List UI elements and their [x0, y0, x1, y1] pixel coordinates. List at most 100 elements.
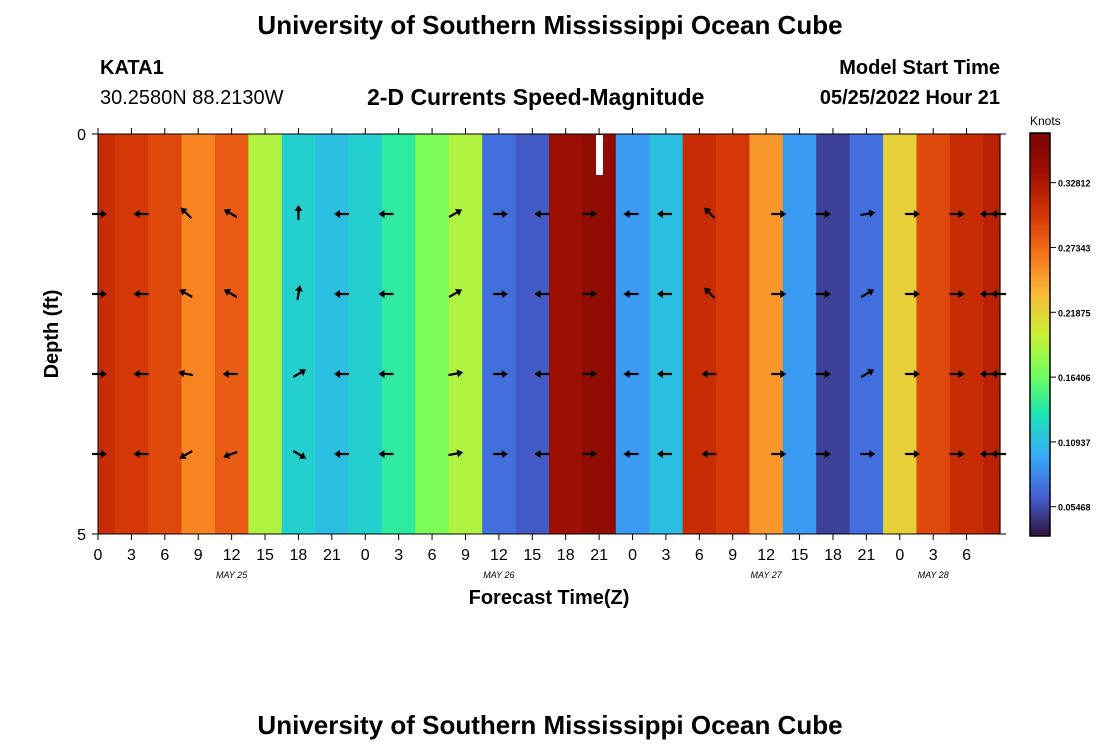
- current-arrow: [292, 450, 307, 459]
- model-start-label: Model Start Time: [839, 57, 1000, 79]
- x-tick-label: 21: [857, 547, 875, 564]
- current-arrow: [534, 450, 550, 458]
- current-arrow: [295, 285, 303, 301]
- current-arrow: [492, 370, 508, 378]
- current-arrow: [949, 370, 965, 378]
- x-tick-label: 18: [290, 547, 308, 564]
- current-arrow: [333, 210, 349, 218]
- heatmap-cell: [114, 134, 149, 534]
- x-tick-label: 3: [394, 547, 403, 564]
- current-arrow: [378, 210, 394, 218]
- current-arrow: [492, 210, 508, 218]
- current-arrow: [949, 450, 965, 458]
- current-arrow: [534, 210, 550, 218]
- current-arrow: [860, 209, 876, 218]
- current-arrow: [448, 209, 463, 218]
- current-arrow: [378, 290, 394, 298]
- currents-heatmap-chart: 0 3 6 9 12 15 18 21 0 3 6 9 12 15 18 21 0 3 6 9 12 15 18 21 0 3 6 M…: [41, 114, 1091, 609]
- current-arrow: [333, 370, 349, 378]
- x-tick-label: 3: [661, 547, 670, 564]
- heatmap-cell: [98, 134, 116, 534]
- current-arrow: [581, 370, 597, 378]
- heatmap-cell: [949, 134, 984, 534]
- current-arrow: [133, 210, 149, 218]
- colorbar-label: Knots: [1030, 114, 1061, 128]
- colorbar-tick-label: 0.27343: [1058, 243, 1091, 253]
- current-arrow: [623, 210, 639, 218]
- heatmap-cell: [181, 134, 216, 534]
- x-tick-label: 6: [160, 547, 169, 564]
- heatmap-cell: [615, 134, 650, 534]
- x-tick-label: 9: [728, 547, 737, 564]
- current-arrow: [223, 209, 238, 218]
- station-coords: 30.2580N 88.2130W: [100, 87, 284, 109]
- x-tick-label: 21: [323, 547, 341, 564]
- heatmap-cell: [348, 134, 383, 534]
- current-arrow: [378, 450, 394, 458]
- station-id: KATA1: [100, 57, 164, 79]
- current-arrow: [333, 290, 349, 298]
- heatmap-cell: [482, 134, 517, 534]
- x-tick-label: 18: [824, 547, 842, 564]
- current-arrow: [860, 369, 875, 378]
- heatmap-cell: [315, 134, 350, 534]
- current-arrow: [179, 289, 193, 298]
- current-arrow: [492, 450, 508, 458]
- heatmap-cell: [381, 134, 416, 534]
- current-arrow: [623, 370, 639, 378]
- colorbar: Knots 0.32812 0.27343 0.21875 0.16406 0.10937…: [1029, 114, 1091, 537]
- heatmap-cell: [148, 134, 183, 534]
- date-label: MAY 27: [751, 570, 783, 580]
- heatmap-cell: [649, 134, 684, 534]
- current-arrow: [815, 370, 831, 378]
- current-arrow: [949, 290, 965, 298]
- model-start-time: 05/25/2022 Hour 21: [819, 87, 1000, 109]
- current-arrow: [771, 450, 787, 458]
- current-arrow: [771, 370, 787, 378]
- x-tick-label: 21: [590, 547, 608, 564]
- current-arrow: [860, 289, 875, 298]
- colorbar-gradient: [1029, 132, 1051, 537]
- current-arrow: [448, 369, 464, 378]
- current-arrow: [701, 370, 717, 378]
- x-tick-label: 0: [628, 547, 637, 564]
- current-arrow: [771, 290, 787, 298]
- chart-title: 2-D Currents Speed-Magnitude: [367, 84, 705, 110]
- current-arrow: [133, 290, 149, 298]
- current-arrow: [180, 207, 193, 220]
- colorbar-tick-label: 0.10937: [1058, 438, 1091, 448]
- heatmap-cell: [549, 134, 584, 534]
- heatmap-cell: [983, 134, 1001, 534]
- heatmap-cell: [716, 134, 751, 534]
- current-arrow: [623, 290, 639, 298]
- current-arrow: [534, 370, 550, 378]
- current-arrow: [704, 207, 716, 220]
- page-title: University of Southern Mississippi Ocean…: [257, 10, 843, 40]
- current-arrow: [448, 289, 463, 298]
- y-axis-label: Depth (ft): [41, 290, 63, 379]
- current-arrow: [378, 370, 394, 378]
- current-arrow: [904, 450, 920, 458]
- heatmap-cell: [248, 134, 283, 534]
- x-tick-label: 15: [791, 547, 809, 564]
- current-arrow: [133, 450, 149, 458]
- current-arrow: [949, 210, 965, 218]
- x-tick-label: 9: [461, 547, 470, 564]
- heatmap-cell: [515, 134, 550, 534]
- heatmap-cell: [849, 134, 884, 534]
- heatmap-cell: [916, 134, 951, 534]
- heatmap-cell: [682, 134, 717, 534]
- x-tick-label: 18: [557, 547, 575, 564]
- current-arrow: [904, 290, 920, 298]
- current-arrows: [92, 205, 1006, 459]
- current-arrow: [292, 369, 307, 378]
- current-arrow: [771, 210, 787, 218]
- x-tick-label: 0: [94, 547, 103, 564]
- current-arrow: [904, 370, 920, 378]
- current-arrow: [223, 289, 238, 298]
- x-tick-label: 12: [223, 547, 241, 564]
- current-arrow: [178, 369, 194, 378]
- current-arrow: [656, 450, 672, 458]
- current-arrow: [222, 370, 238, 378]
- heatmap-cells: [98, 134, 1001, 534]
